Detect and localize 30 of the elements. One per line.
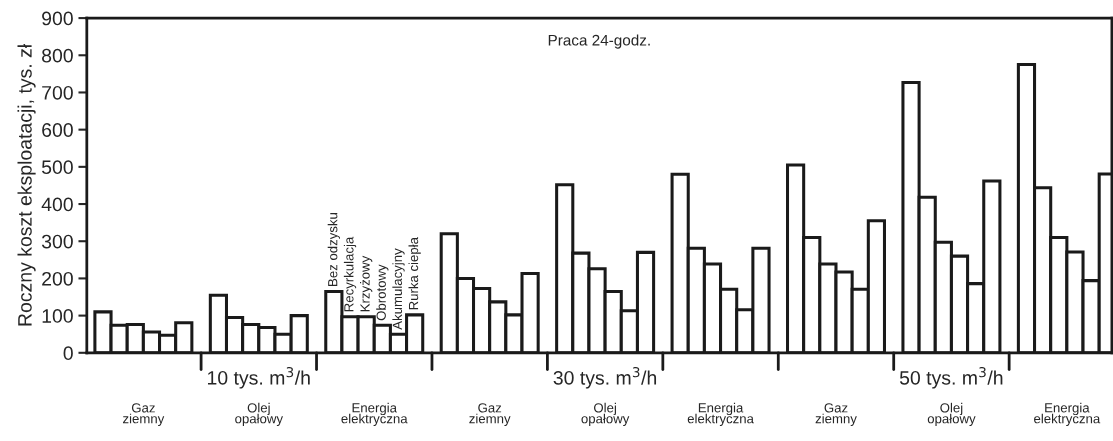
y-tick-label: 600 <box>42 123 73 137</box>
x-tick-label: Olej opałowy <box>927 402 976 426</box>
x-tick-label: Gaz ziemny <box>469 403 511 426</box>
text: Rurka ciepła <box>408 237 421 310</box>
text: 50 tys. m$^{3}$/h <box>899 367 1003 389</box>
text: 10 tys. m$^{3}$/h <box>207 367 310 389</box>
text: Akumulacyjny <box>392 248 405 330</box>
text: Krzyżowy <box>360 255 373 312</box>
y-tick-label: 0 <box>63 346 73 361</box>
text: Bez odzysku <box>327 213 340 286</box>
annotation: Praca 24-godz. <box>548 34 650 49</box>
y-tick-label: 500 <box>41 160 73 175</box>
x-tick-label: Olej opałowy <box>235 402 283 426</box>
y-tick-label: 900 <box>42 11 73 26</box>
y-tick-label: 300 <box>41 234 73 249</box>
y-tick-label: 800 <box>42 48 73 63</box>
text: Obrotowy <box>376 264 389 321</box>
y-axis-title: Roczny koszt eksploatacji, tys. zł <box>17 44 36 326</box>
x-tick-label: Gaz ziemny <box>123 403 165 426</box>
text: 30 tys. m$^{3}$/h <box>553 367 657 389</box>
x-tick-label: Energia elektryczna <box>1034 402 1101 426</box>
x-tick-label: Energia elektryczna <box>341 402 408 426</box>
y-tick-label: 400 <box>41 197 73 212</box>
x-tick-label: Energia elektryczna <box>687 402 754 426</box>
y-tick-label: 200 <box>42 271 73 286</box>
x-tick-label: Olej opałowy <box>581 402 630 426</box>
y-tick-label: 100 <box>42 309 73 323</box>
y-tick-label: 700 <box>42 85 73 100</box>
text: Recyrkulacja <box>343 236 357 312</box>
x-tick-label: Gaz ziemny <box>815 403 857 426</box>
